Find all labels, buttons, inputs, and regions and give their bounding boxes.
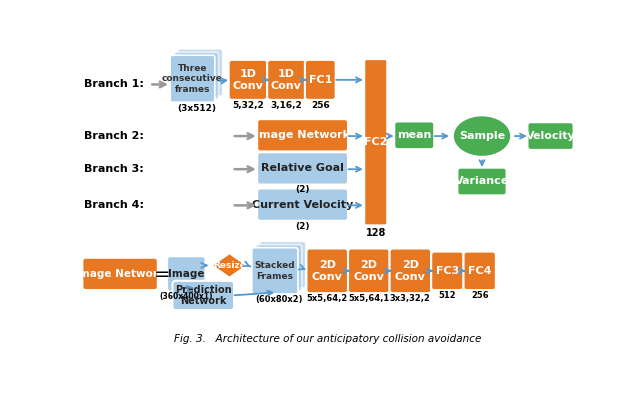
Text: =: = bbox=[154, 265, 170, 284]
Text: 2D
Conv: 2D Conv bbox=[395, 260, 426, 282]
Text: 256: 256 bbox=[311, 101, 330, 110]
Text: (3x512): (3x512) bbox=[177, 104, 216, 113]
Text: Image Network: Image Network bbox=[75, 269, 165, 279]
Text: (2): (2) bbox=[295, 185, 310, 194]
Text: Branch 1:: Branch 1: bbox=[84, 80, 144, 89]
FancyBboxPatch shape bbox=[463, 251, 496, 290]
FancyBboxPatch shape bbox=[170, 55, 215, 102]
Text: 3x3,32,2: 3x3,32,2 bbox=[390, 294, 431, 303]
Text: Branch 4:: Branch 4: bbox=[84, 200, 144, 210]
Text: Prediction
Network: Prediction Network bbox=[175, 285, 232, 306]
Text: 5x5,64,1: 5x5,64,1 bbox=[348, 294, 389, 303]
Text: Branch 3:: Branch 3: bbox=[84, 164, 143, 174]
Text: 1D
Conv: 1D Conv bbox=[232, 69, 263, 91]
Text: 5,32,2: 5,32,2 bbox=[232, 101, 264, 110]
Polygon shape bbox=[212, 253, 247, 278]
FancyBboxPatch shape bbox=[267, 60, 306, 100]
FancyBboxPatch shape bbox=[178, 49, 223, 96]
FancyBboxPatch shape bbox=[255, 245, 302, 291]
Text: (360x400x1): (360x400x1) bbox=[159, 292, 213, 301]
FancyBboxPatch shape bbox=[307, 249, 348, 293]
Text: FC2: FC2 bbox=[364, 137, 387, 147]
FancyBboxPatch shape bbox=[252, 248, 298, 294]
FancyBboxPatch shape bbox=[364, 59, 387, 225]
Text: Fig. 3.   Architecture of our anticipatory collision avoidance: Fig. 3. Architecture of our anticipatory… bbox=[174, 334, 482, 344]
FancyBboxPatch shape bbox=[527, 122, 573, 150]
FancyBboxPatch shape bbox=[228, 60, 267, 100]
FancyBboxPatch shape bbox=[390, 249, 431, 293]
Text: Image: Image bbox=[168, 269, 205, 279]
FancyBboxPatch shape bbox=[257, 119, 348, 151]
Text: 3,16,2: 3,16,2 bbox=[271, 101, 302, 110]
Text: Sample: Sample bbox=[459, 131, 505, 141]
FancyBboxPatch shape bbox=[167, 256, 205, 291]
FancyBboxPatch shape bbox=[259, 242, 306, 288]
Text: Velocity: Velocity bbox=[525, 131, 575, 141]
FancyBboxPatch shape bbox=[172, 281, 234, 310]
Text: 1D
Conv: 1D Conv bbox=[271, 69, 302, 91]
Text: 2D
Conv: 2D Conv bbox=[353, 260, 384, 282]
FancyBboxPatch shape bbox=[83, 258, 158, 290]
Text: Three
consecutive
frames: Three consecutive frames bbox=[162, 64, 223, 93]
Text: Relative Goal: Relative Goal bbox=[261, 164, 344, 173]
Text: 5x5,64,2: 5x5,64,2 bbox=[307, 294, 348, 303]
Ellipse shape bbox=[452, 115, 511, 157]
Text: Branch 2:: Branch 2: bbox=[84, 131, 144, 141]
FancyBboxPatch shape bbox=[348, 249, 390, 293]
Text: Stacked
Frames: Stacked Frames bbox=[255, 261, 295, 280]
Text: Current Velocity: Current Velocity bbox=[252, 200, 353, 209]
Text: 2D
Conv: 2D Conv bbox=[312, 260, 342, 282]
Text: mean: mean bbox=[397, 130, 431, 140]
FancyBboxPatch shape bbox=[431, 251, 463, 290]
FancyBboxPatch shape bbox=[458, 168, 507, 195]
Text: FC3: FC3 bbox=[436, 266, 459, 276]
Text: Resize: Resize bbox=[213, 261, 246, 270]
FancyBboxPatch shape bbox=[174, 52, 219, 99]
Text: Variance: Variance bbox=[455, 177, 509, 187]
Text: 128: 128 bbox=[365, 228, 386, 238]
Text: 256: 256 bbox=[471, 291, 488, 300]
Text: FC4: FC4 bbox=[468, 266, 492, 276]
FancyBboxPatch shape bbox=[305, 60, 336, 100]
Text: FC1: FC1 bbox=[308, 75, 332, 85]
FancyBboxPatch shape bbox=[394, 122, 435, 149]
Text: 512: 512 bbox=[438, 291, 456, 300]
FancyBboxPatch shape bbox=[257, 188, 348, 221]
Text: (60x80x2): (60x80x2) bbox=[255, 295, 303, 305]
Text: Image Network: Image Network bbox=[255, 130, 350, 140]
Text: (2): (2) bbox=[295, 221, 310, 230]
FancyBboxPatch shape bbox=[257, 152, 348, 185]
